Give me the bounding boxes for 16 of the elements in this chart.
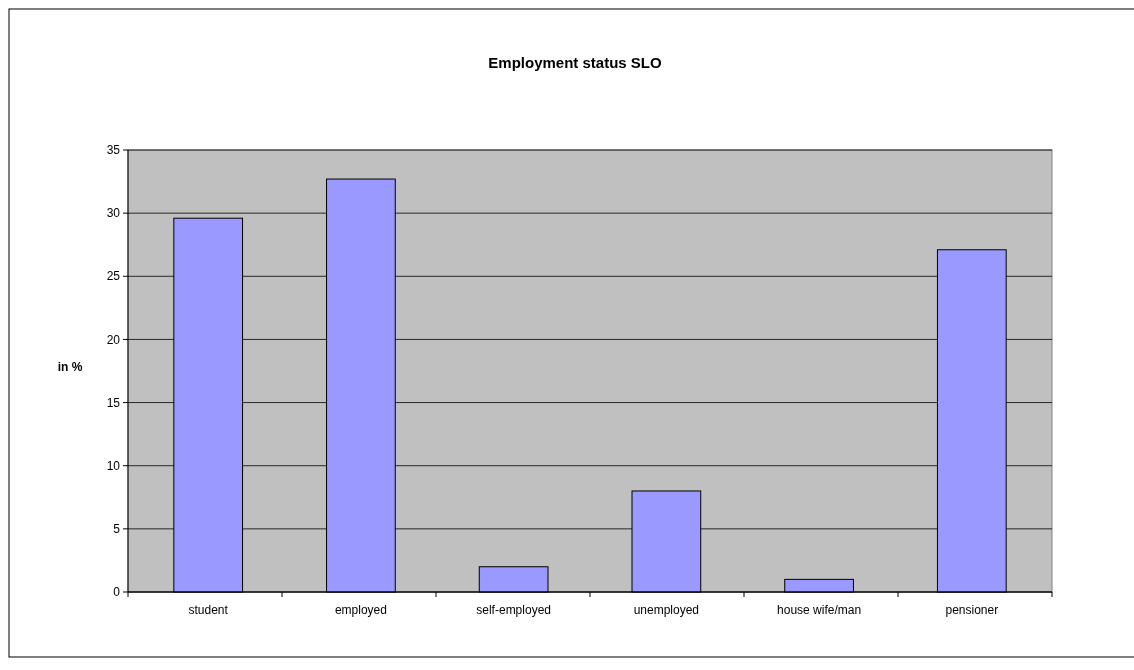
x-tick-label: student <box>188 603 229 617</box>
x-tick-label: self-employed <box>476 603 551 617</box>
y-tick-label: 30 <box>106 206 121 221</box>
y-tick-label: 20 <box>106 332 121 347</box>
x-tick-label: employed <box>334 603 387 617</box>
y-tick-label: 0 <box>113 585 121 600</box>
y-tick-label: 10 <box>106 458 121 473</box>
chart-title: Employment status SLO <box>488 54 663 71</box>
y-tick-label: 25 <box>106 269 121 284</box>
y-tick-label: 15 <box>106 395 121 410</box>
y-tick-label: 5 <box>113 522 121 537</box>
x-tick-label: unemployed <box>633 603 700 617</box>
x-tick-label: pensioner <box>945 603 999 617</box>
y-axis-title: in % <box>57 360 83 374</box>
y-tick-label: 35 <box>106 143 121 158</box>
x-tick-label: house wife/man <box>777 603 862 617</box>
